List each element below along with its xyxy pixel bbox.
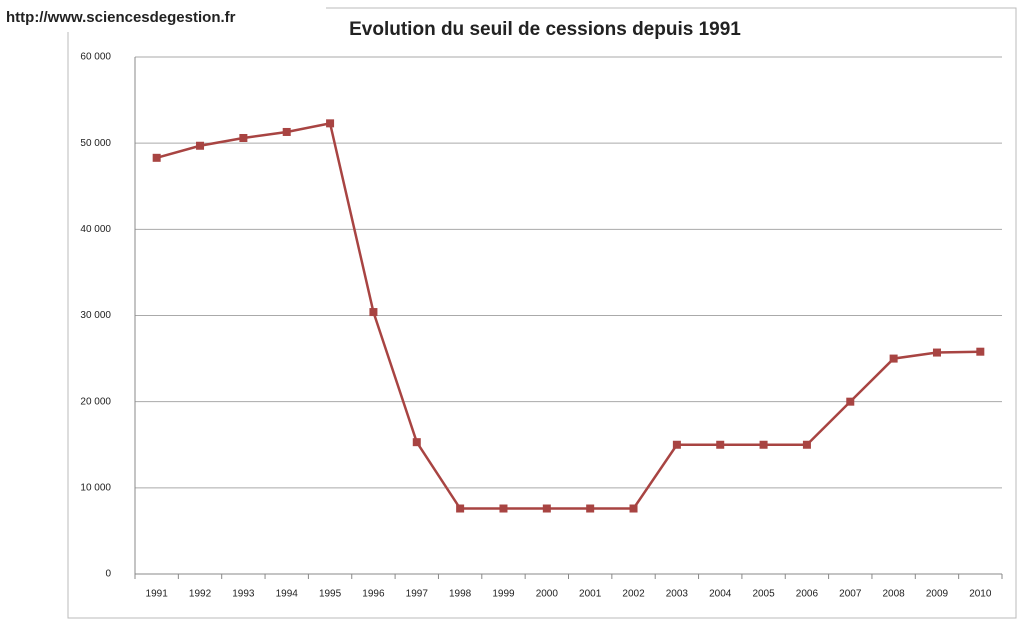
data-point <box>369 308 378 317</box>
data-point <box>239 133 248 142</box>
data-point <box>196 141 205 150</box>
x-tick-label: 1997 <box>406 589 429 600</box>
data-point <box>672 440 681 449</box>
data-point <box>412 438 421 447</box>
chart-frame <box>67 7 1017 619</box>
data-point <box>542 504 551 513</box>
x-tick-label: 2002 <box>622 589 645 600</box>
x-tick-label: 1995 <box>319 589 342 600</box>
x-tick-label: 2000 <box>536 589 559 600</box>
data-point <box>846 397 855 406</box>
x-tick-label: 2001 <box>579 589 602 600</box>
data-line <box>156 121 981 510</box>
x-tick-label: 1993 <box>232 589 255 600</box>
data-point <box>932 348 941 357</box>
y-tick-label: 10 000 <box>80 482 111 493</box>
x-tick-label: 2004 <box>709 589 732 600</box>
x-tick-label: 2005 <box>752 589 775 600</box>
x-tick-label: 2006 <box>796 589 819 600</box>
x-tick-label: 2003 <box>666 589 689 600</box>
x-tick-label: 1999 <box>492 589 515 600</box>
y-tick-label: 60 000 <box>80 52 111 63</box>
data-point <box>586 504 595 513</box>
y-tick-label: 30 000 <box>80 310 111 321</box>
data-point <box>456 504 465 513</box>
x-tick-label: 1991 <box>146 589 169 600</box>
y-tick-label: 40 000 <box>80 224 111 235</box>
data-point <box>802 440 811 449</box>
y-tick-label: 20 000 <box>80 396 111 407</box>
x-tick-label: 1992 <box>189 589 212 600</box>
data-point <box>326 119 335 128</box>
data-point <box>499 504 508 513</box>
x-tick-label: 2010 <box>969 589 992 600</box>
source-background <box>0 0 326 32</box>
data-point <box>889 354 898 363</box>
x-tick-label: 2009 <box>926 589 949 600</box>
data-point <box>759 440 768 449</box>
x-tick-label: 1994 <box>276 589 299 600</box>
x-tick-label: 1998 <box>449 589 472 600</box>
x-tick-label: 2008 <box>883 589 906 600</box>
y-tick-label: 0 <box>105 569 111 580</box>
y-tick-label: 50 000 <box>80 138 111 149</box>
x-tick-label: 1996 <box>362 589 385 600</box>
source-url: http://www.sciencesdegestion.fr <box>6 9 236 26</box>
chart-title: Evolution du seuil de cessions depuis 19… <box>349 19 741 40</box>
data-point <box>282 127 291 136</box>
data-point <box>152 153 161 162</box>
data-point <box>716 440 725 449</box>
data-point <box>629 504 638 513</box>
data-point <box>976 347 985 356</box>
x-tick-label: 2007 <box>839 589 862 600</box>
